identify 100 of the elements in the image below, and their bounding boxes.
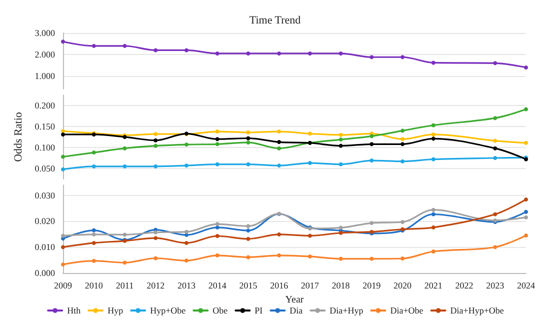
point xyxy=(493,116,498,120)
y-tick-label: 0.200 xyxy=(34,100,56,110)
chart-title: Time Trend xyxy=(249,14,302,26)
point xyxy=(370,221,374,226)
y-tick-label: 2.000 xyxy=(34,50,56,60)
point xyxy=(184,240,188,245)
point xyxy=(400,55,405,60)
point xyxy=(524,210,528,214)
point xyxy=(308,254,312,258)
point xyxy=(431,132,436,136)
point xyxy=(215,130,220,134)
x-tick-label: 2013 xyxy=(177,280,196,290)
point xyxy=(184,258,188,263)
point xyxy=(308,234,312,238)
x-tick-label: 2023 xyxy=(486,280,505,290)
point xyxy=(61,234,65,238)
point xyxy=(215,51,220,56)
point xyxy=(308,161,312,166)
point xyxy=(184,230,188,234)
x-tick-label: 2015 xyxy=(239,280,258,290)
point xyxy=(493,146,498,150)
x-tick-label: 2016 xyxy=(270,280,289,290)
point xyxy=(277,253,282,258)
point xyxy=(277,140,282,144)
point xyxy=(524,140,528,145)
point xyxy=(154,138,158,142)
point xyxy=(277,232,282,236)
point xyxy=(61,167,65,172)
point xyxy=(215,225,220,230)
point xyxy=(493,156,498,160)
point xyxy=(246,255,250,260)
x-tick-label: 2018 xyxy=(332,280,350,290)
point xyxy=(154,132,158,136)
point xyxy=(122,164,127,168)
point xyxy=(215,234,220,238)
y-tick-label: 0.000 xyxy=(34,268,56,278)
point xyxy=(431,157,436,162)
point xyxy=(154,144,158,148)
point xyxy=(431,208,436,212)
point xyxy=(61,262,65,266)
point xyxy=(246,140,250,144)
point xyxy=(493,61,498,66)
point xyxy=(92,44,96,48)
x-tick-label: 2010 xyxy=(84,280,104,290)
x-tick-label: 2009 xyxy=(54,280,72,290)
y-tick-label: 0.050 xyxy=(34,164,56,174)
point xyxy=(524,197,528,202)
point xyxy=(61,245,65,250)
x-tick-label: 2022 xyxy=(455,280,474,290)
legend-label: Hth xyxy=(67,306,82,316)
point xyxy=(215,137,220,142)
point xyxy=(122,44,127,48)
y-tick-label: 3.000 xyxy=(34,28,56,38)
point xyxy=(92,228,96,232)
point xyxy=(338,226,343,230)
x-tick-label: 2014 xyxy=(208,280,227,290)
legend-label: Obe xyxy=(212,306,228,316)
point xyxy=(524,233,528,238)
point xyxy=(184,48,188,52)
point xyxy=(184,164,188,168)
point xyxy=(370,134,374,138)
point xyxy=(524,215,528,220)
x-tick-label: 2017 xyxy=(300,280,320,290)
point xyxy=(400,256,405,261)
point xyxy=(370,55,374,60)
point xyxy=(277,51,282,56)
x-tick-label: 2020 xyxy=(394,280,412,290)
point xyxy=(431,212,436,216)
y-tick-label: 0.150 xyxy=(34,122,56,132)
point xyxy=(154,256,158,260)
point xyxy=(154,48,158,52)
point xyxy=(246,224,250,228)
point xyxy=(92,240,96,245)
point xyxy=(61,132,65,136)
y-tick-label: 0.100 xyxy=(34,142,56,152)
point xyxy=(277,146,282,150)
point xyxy=(370,158,374,163)
point xyxy=(400,220,405,224)
point xyxy=(524,65,528,70)
legend-label: Hyp+Obe xyxy=(150,306,186,316)
point xyxy=(61,129,65,134)
point xyxy=(92,258,96,263)
point xyxy=(246,130,250,134)
y-tick-label: 1.000 xyxy=(34,71,56,82)
y-axis-title: Odds Ratio xyxy=(12,112,24,162)
point xyxy=(246,51,250,56)
point xyxy=(184,142,188,147)
point xyxy=(493,138,498,143)
point xyxy=(61,40,65,44)
point xyxy=(215,142,220,146)
point xyxy=(215,222,220,226)
point xyxy=(338,162,343,166)
point xyxy=(277,164,282,168)
point xyxy=(215,162,220,166)
point xyxy=(524,107,528,112)
point xyxy=(246,162,250,166)
point xyxy=(338,132,343,137)
point xyxy=(308,51,312,56)
point xyxy=(277,130,282,134)
y-tick-label: 0.020 xyxy=(34,216,56,226)
